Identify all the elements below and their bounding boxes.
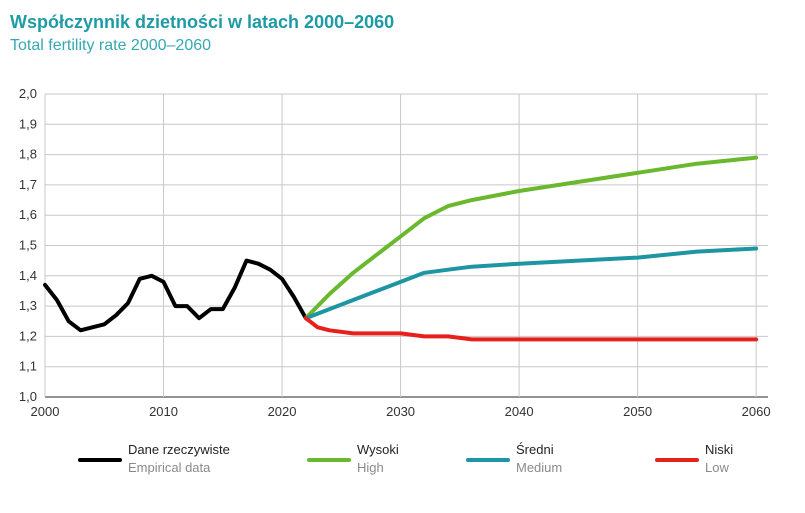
x-tick-label: 2020 xyxy=(268,404,297,419)
legend-label-high-pl: Wysoki xyxy=(357,442,399,457)
y-tick-label: 1,1 xyxy=(19,359,37,374)
y-tick-label: 1,7 xyxy=(19,177,37,192)
legend-label-medium-pl: Średni xyxy=(516,442,554,457)
legend-label-low-pl: Niski xyxy=(705,442,734,457)
x-tick-label: 2030 xyxy=(386,404,415,419)
fertility-line-chart: 1,01,11,21,31,41,51,61,71,81,92,0 2000 20… xyxy=(19,86,771,419)
legend-label-high-en: High xyxy=(357,460,384,475)
legend-label-low-en: Low xyxy=(705,460,729,475)
gridlines xyxy=(44,93,768,398)
y-tick-label: 1,2 xyxy=(19,328,37,343)
y-tick-label: 1,5 xyxy=(19,238,37,253)
y-tick-label: 1,0 xyxy=(19,389,37,404)
legend-label-empirical-en: Empirical data xyxy=(128,460,211,475)
x-tick-label: 2050 xyxy=(623,404,652,419)
x-tick-label: 2060 xyxy=(742,404,771,419)
series-line-low xyxy=(303,316,759,342)
legend-swatch-low xyxy=(655,458,699,462)
y-tick-label: 2,0 xyxy=(19,86,37,101)
legend-swatch-medium xyxy=(466,458,510,462)
x-tick-label: 2010 xyxy=(149,404,178,419)
y-tick-label: 1,3 xyxy=(19,298,37,313)
x-tick-label: 2000 xyxy=(31,404,60,419)
legend-swatch-empirical xyxy=(78,458,122,462)
y-tick-label: 1,4 xyxy=(19,268,37,283)
y-tick-label: 1,6 xyxy=(19,207,37,222)
y-axis-tick-labels: 1,0 1,1 1,2 1,3 1,4 1,5 1,6 1,7 1,8 1,9 2,0 xyxy=(19,86,37,404)
series-line-empirical xyxy=(43,258,308,333)
x-axis-tick-labels: 2000 2010 2020 2030 2040 2050 2060 xyxy=(31,404,771,419)
y-tick-label: 1,8 xyxy=(19,147,37,162)
series-line-high xyxy=(303,155,759,321)
legend-swatch-high xyxy=(307,458,351,462)
x-tick-label: 2040 xyxy=(505,404,534,419)
chart-title: Współczynnik dzietności w latach 2000–20… xyxy=(10,12,395,32)
legend-label-empirical-pl: Dane rzeczywiste xyxy=(128,442,230,457)
series-lines xyxy=(43,155,759,342)
series-line-medium xyxy=(303,246,759,321)
legend-label-medium-en: Medium xyxy=(516,460,563,475)
chart-subtitle: Total fertility rate 2000–2060 xyxy=(10,37,212,54)
y-tick-label: 1,9 xyxy=(19,116,37,131)
